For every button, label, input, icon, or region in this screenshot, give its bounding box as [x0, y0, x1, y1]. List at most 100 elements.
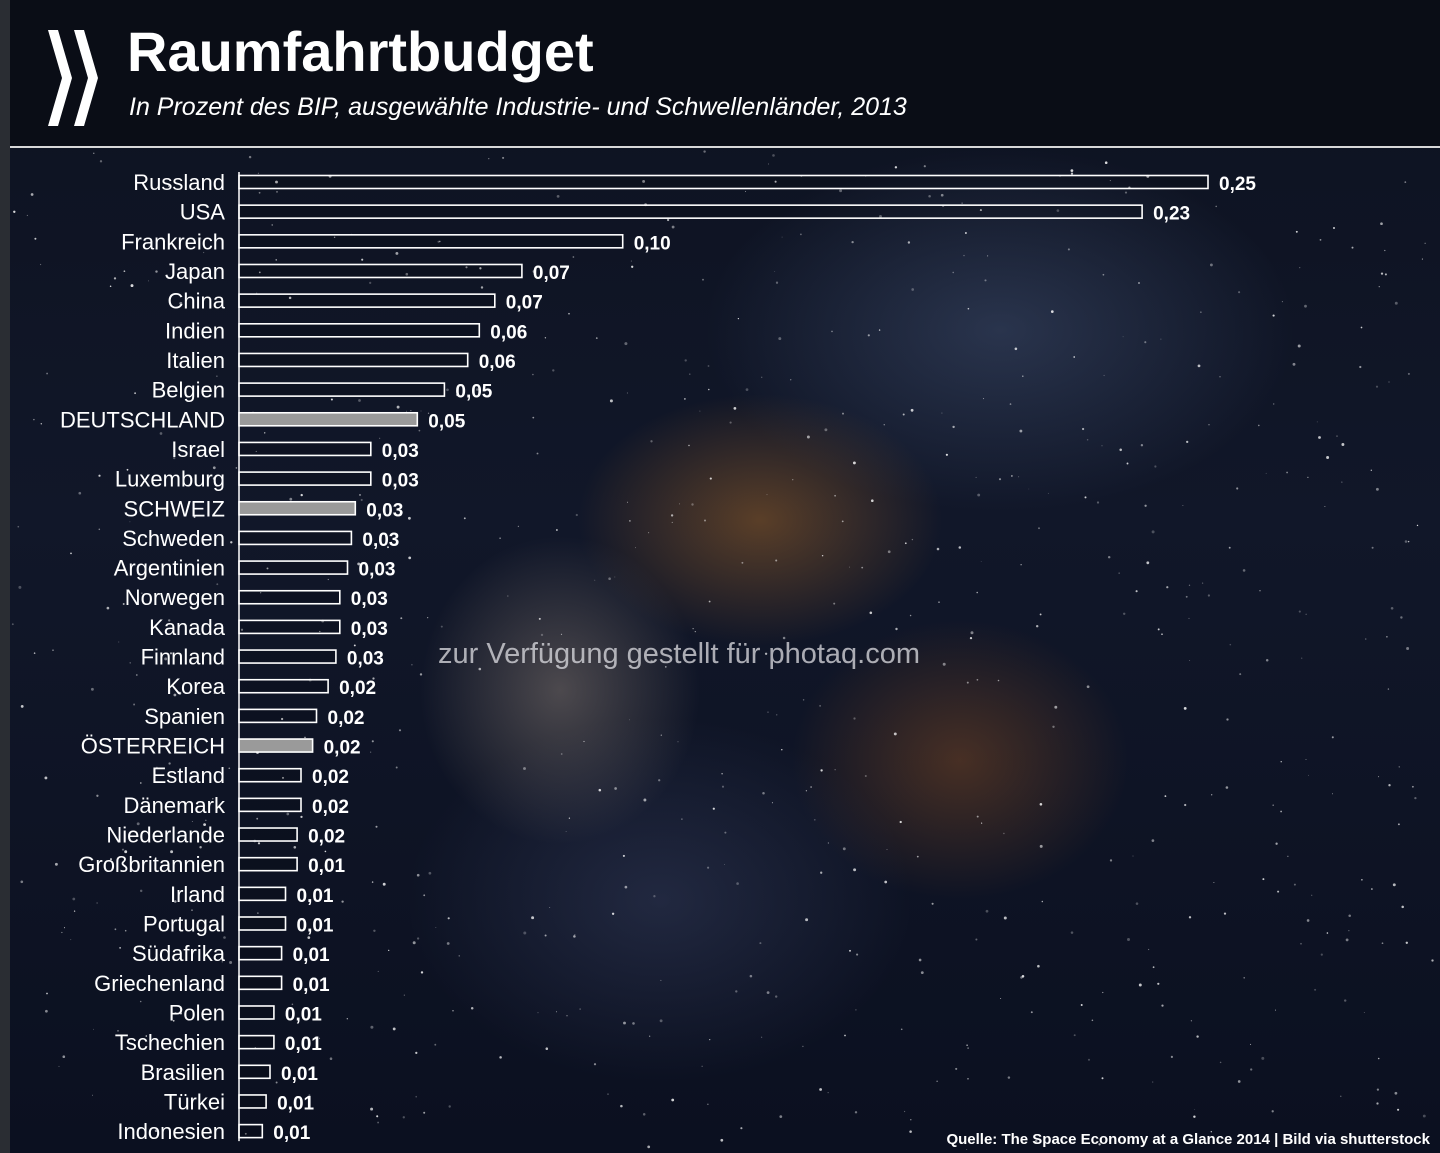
star-dot [1223, 912, 1227, 915]
source-note: Quelle: The Space Economy at a Glance 20… [946, 1131, 1430, 1148]
star-dot [370, 1025, 374, 1029]
star-dot [440, 625, 443, 628]
star-dot [820, 871, 823, 874]
star-dot [1161, 1004, 1164, 1007]
star-dot [1273, 403, 1275, 405]
bar-8 [238, 411, 419, 427]
category-label: Spanien [144, 704, 225, 729]
star-dot [666, 218, 670, 222]
value-label: 0,06 [490, 322, 527, 343]
star-dot [1238, 291, 1241, 294]
star-dot [216, 583, 219, 586]
value-label: 0,03 [351, 589, 388, 610]
star-dot [579, 1008, 581, 1010]
star-dot [1160, 338, 1162, 340]
star-dot [911, 538, 914, 541]
star-dot [1011, 475, 1013, 477]
star-dot [1193, 1115, 1196, 1118]
star-dot [193, 515, 196, 518]
star-dot [1152, 1081, 1154, 1083]
star-dot [572, 256, 575, 258]
star-dot [415, 1051, 418, 1055]
star-dot [124, 850, 128, 854]
value-label: 0,03 [359, 560, 396, 581]
star-dot [1298, 610, 1301, 613]
star-dot [168, 619, 171, 622]
bar-11 [238, 500, 357, 516]
category-label: Belgien [152, 378, 225, 403]
star-dot [635, 547, 636, 549]
star-dot [98, 528, 101, 531]
star-dot [966, 681, 969, 684]
star-dot [1377, 1057, 1380, 1060]
star-dot [1400, 616, 1403, 619]
star-dot [392, 1027, 396, 1031]
star-dot [73, 910, 76, 912]
star-dot [923, 165, 926, 168]
star-dot [975, 476, 977, 478]
star-dot [448, 1105, 451, 1108]
bar-28 [238, 1005, 275, 1020]
star-dot [820, 769, 823, 772]
bar-6 [238, 352, 469, 368]
star-dot [1390, 606, 1394, 610]
star-dot [300, 493, 303, 497]
star-dot [1135, 902, 1139, 905]
star-dot [339, 807, 342, 810]
star-dot [764, 652, 768, 655]
star-dot [1215, 205, 1217, 208]
category-label: Italien [166, 348, 225, 373]
star-dot [631, 265, 634, 268]
star-dot [802, 699, 805, 701]
star-dot [1376, 1102, 1379, 1105]
star-dot [702, 278, 704, 281]
star-dot [650, 440, 653, 443]
star-dot [1054, 705, 1058, 709]
star-dot [1056, 209, 1060, 212]
star-dot [805, 918, 809, 922]
star-dot [936, 547, 940, 551]
star-dot [46, 992, 48, 995]
star-dot [671, 1098, 675, 1102]
star-dot [1380, 272, 1384, 275]
star-dot [761, 376, 763, 378]
star-dot [1314, 988, 1317, 991]
star-dot [168, 185, 170, 187]
value-label: 0,02 [328, 708, 365, 729]
bar-1 [238, 204, 1143, 219]
star-dot [34, 237, 37, 240]
star-dot [307, 936, 311, 939]
star-dot [1275, 1009, 1276, 1011]
star-dot [1208, 424, 1210, 426]
star-dot [1102, 991, 1104, 994]
star-dot [762, 791, 765, 795]
star-dot [532, 416, 535, 419]
bar-29 [238, 1034, 275, 1050]
star-dot [517, 525, 520, 528]
star-dot [330, 398, 333, 401]
star-dot [904, 1110, 906, 1113]
star-dot [952, 271, 954, 274]
star-dot [230, 541, 233, 544]
star-dot [1185, 595, 1188, 598]
star-dot [124, 929, 127, 932]
star-dot [1184, 803, 1187, 807]
star-dot [173, 456, 176, 460]
star-dot [412, 941, 416, 945]
star-dot [1197, 364, 1201, 368]
star-dot [1086, 685, 1090, 689]
star-dot [1386, 635, 1388, 638]
star-dot [627, 501, 629, 503]
category-label: Südafrika [132, 941, 226, 966]
star-dot [1161, 633, 1163, 636]
star-dot [941, 412, 943, 414]
star-dot [1250, 1043, 1252, 1045]
category-label: Argentinien [114, 556, 225, 581]
star-dot [1126, 462, 1129, 465]
star-dot [439, 240, 441, 243]
star-dot [1332, 226, 1336, 230]
star-dot [827, 842, 829, 844]
star-dot [266, 567, 269, 570]
star-dot [1127, 938, 1130, 941]
